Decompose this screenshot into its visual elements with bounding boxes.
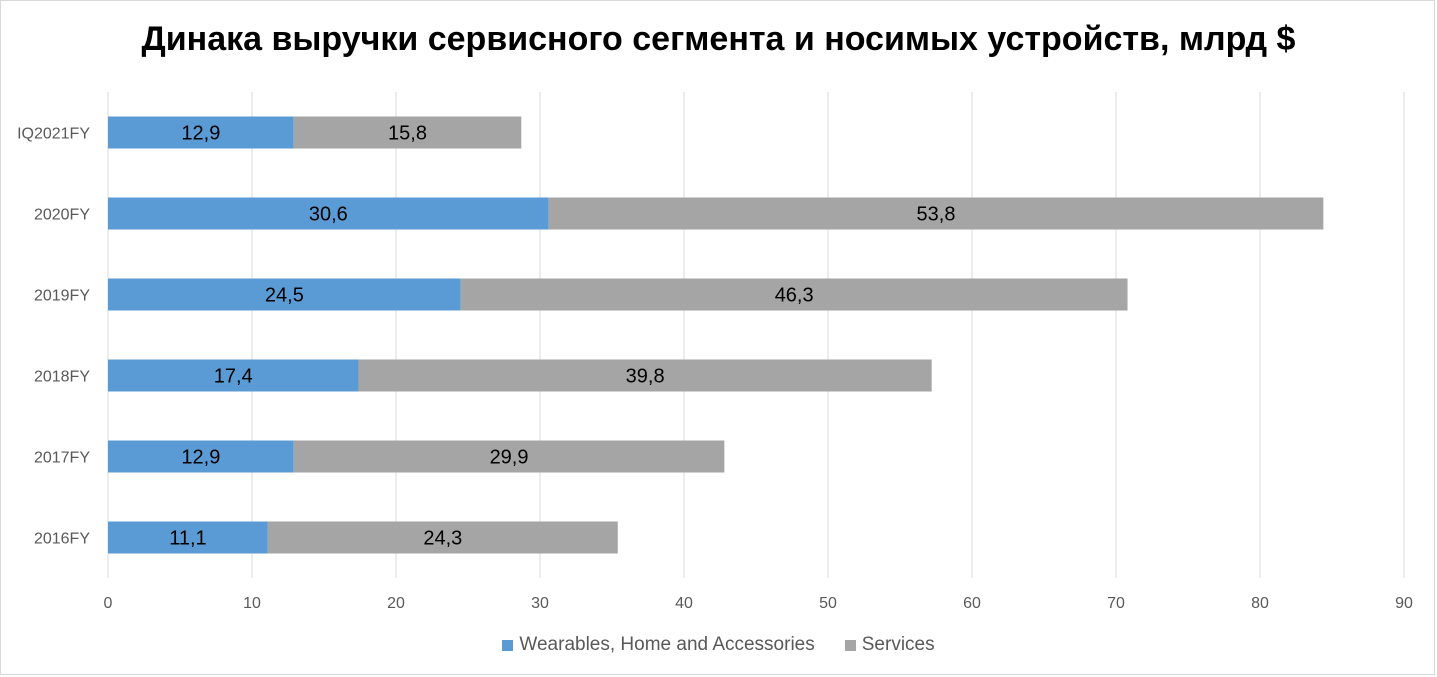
- data-label-services-2018FY: 39,8: [626, 366, 665, 388]
- category-label-2016FY: 2016FY: [34, 531, 90, 548]
- legend: Wearables, Home and Accessories Services: [0, 634, 1437, 656]
- bar-wearables-2016FY: [108, 521, 268, 554]
- bar-wearables-2017FY: [108, 440, 294, 473]
- x-tick-label-90: 90: [1395, 595, 1413, 612]
- bar-services-2018FY: [358, 359, 932, 392]
- data-label-wearables-2016FY: 11,1: [169, 528, 206, 550]
- data-label-services-IQ2021FY: 15,8: [388, 123, 427, 145]
- legend-swatch-wearables: [502, 639, 514, 651]
- category-label-2020FY: 2020FY: [34, 207, 90, 224]
- category-label-2018FY: 2018FY: [34, 369, 90, 386]
- category-label-IQ2021FY: IQ2021FY: [17, 126, 90, 143]
- category-label-2017FY: 2017FY: [34, 450, 90, 467]
- x-tick-label-0: 0: [104, 595, 113, 612]
- x-tick-label-20: 20: [387, 595, 405, 612]
- legend-item-wearables: Wearables, Home and Accessories: [502, 634, 815, 656]
- chart-title: Динака выручки сервисного сегмента и нос…: [141, 20, 1296, 58]
- x-tick-label-60: 60: [963, 595, 981, 612]
- x-tick-label-40: 40: [675, 595, 693, 612]
- bar-services-2019FY: [460, 278, 1128, 311]
- data-label-wearables-2018FY: 17,4: [214, 366, 253, 388]
- legend-item-services: Services: [844, 634, 935, 656]
- legend-swatch-services: [844, 639, 856, 651]
- x-tick-label-30: 30: [531, 595, 549, 612]
- legend-label-wearables: Wearables, Home and Accessories: [519, 634, 815, 655]
- bar-services-2016FY: [267, 521, 618, 554]
- data-label-wearables-2020FY: 30,6: [309, 204, 348, 226]
- bar-wearables-2018FY: [108, 359, 359, 392]
- x-tick-label-50: 50: [819, 595, 837, 612]
- x-tick-label-70: 70: [1107, 595, 1125, 612]
- bar-services-2020FY: [548, 197, 1324, 230]
- x-tick-label-80: 80: [1251, 595, 1269, 612]
- data-label-services-2019FY: 46,3: [775, 285, 814, 307]
- bar-wearables-IQ2021FY: [108, 116, 294, 149]
- bar-wearables-2019FY: [108, 278, 461, 311]
- category-label-2019FY: 2019FY: [34, 288, 90, 305]
- x-tick-label-10: 10: [243, 595, 261, 612]
- data-label-wearables-IQ2021FY: 12,9: [181, 123, 220, 145]
- bar-services-2017FY: [293, 440, 725, 473]
- bar-services-IQ2021FY: [293, 116, 522, 149]
- data-label-services-2016FY: 24,3: [423, 528, 462, 550]
- bar-wearables-2020FY: [108, 197, 549, 230]
- data-label-wearables-2017FY: 12,9: [181, 447, 220, 469]
- legend-label-services: Services: [861, 634, 935, 655]
- data-label-services-2017FY: 29,9: [490, 447, 529, 469]
- data-label-services-2020FY: 53,8: [917, 204, 956, 226]
- data-label-wearables-2019FY: 24,5: [265, 285, 304, 307]
